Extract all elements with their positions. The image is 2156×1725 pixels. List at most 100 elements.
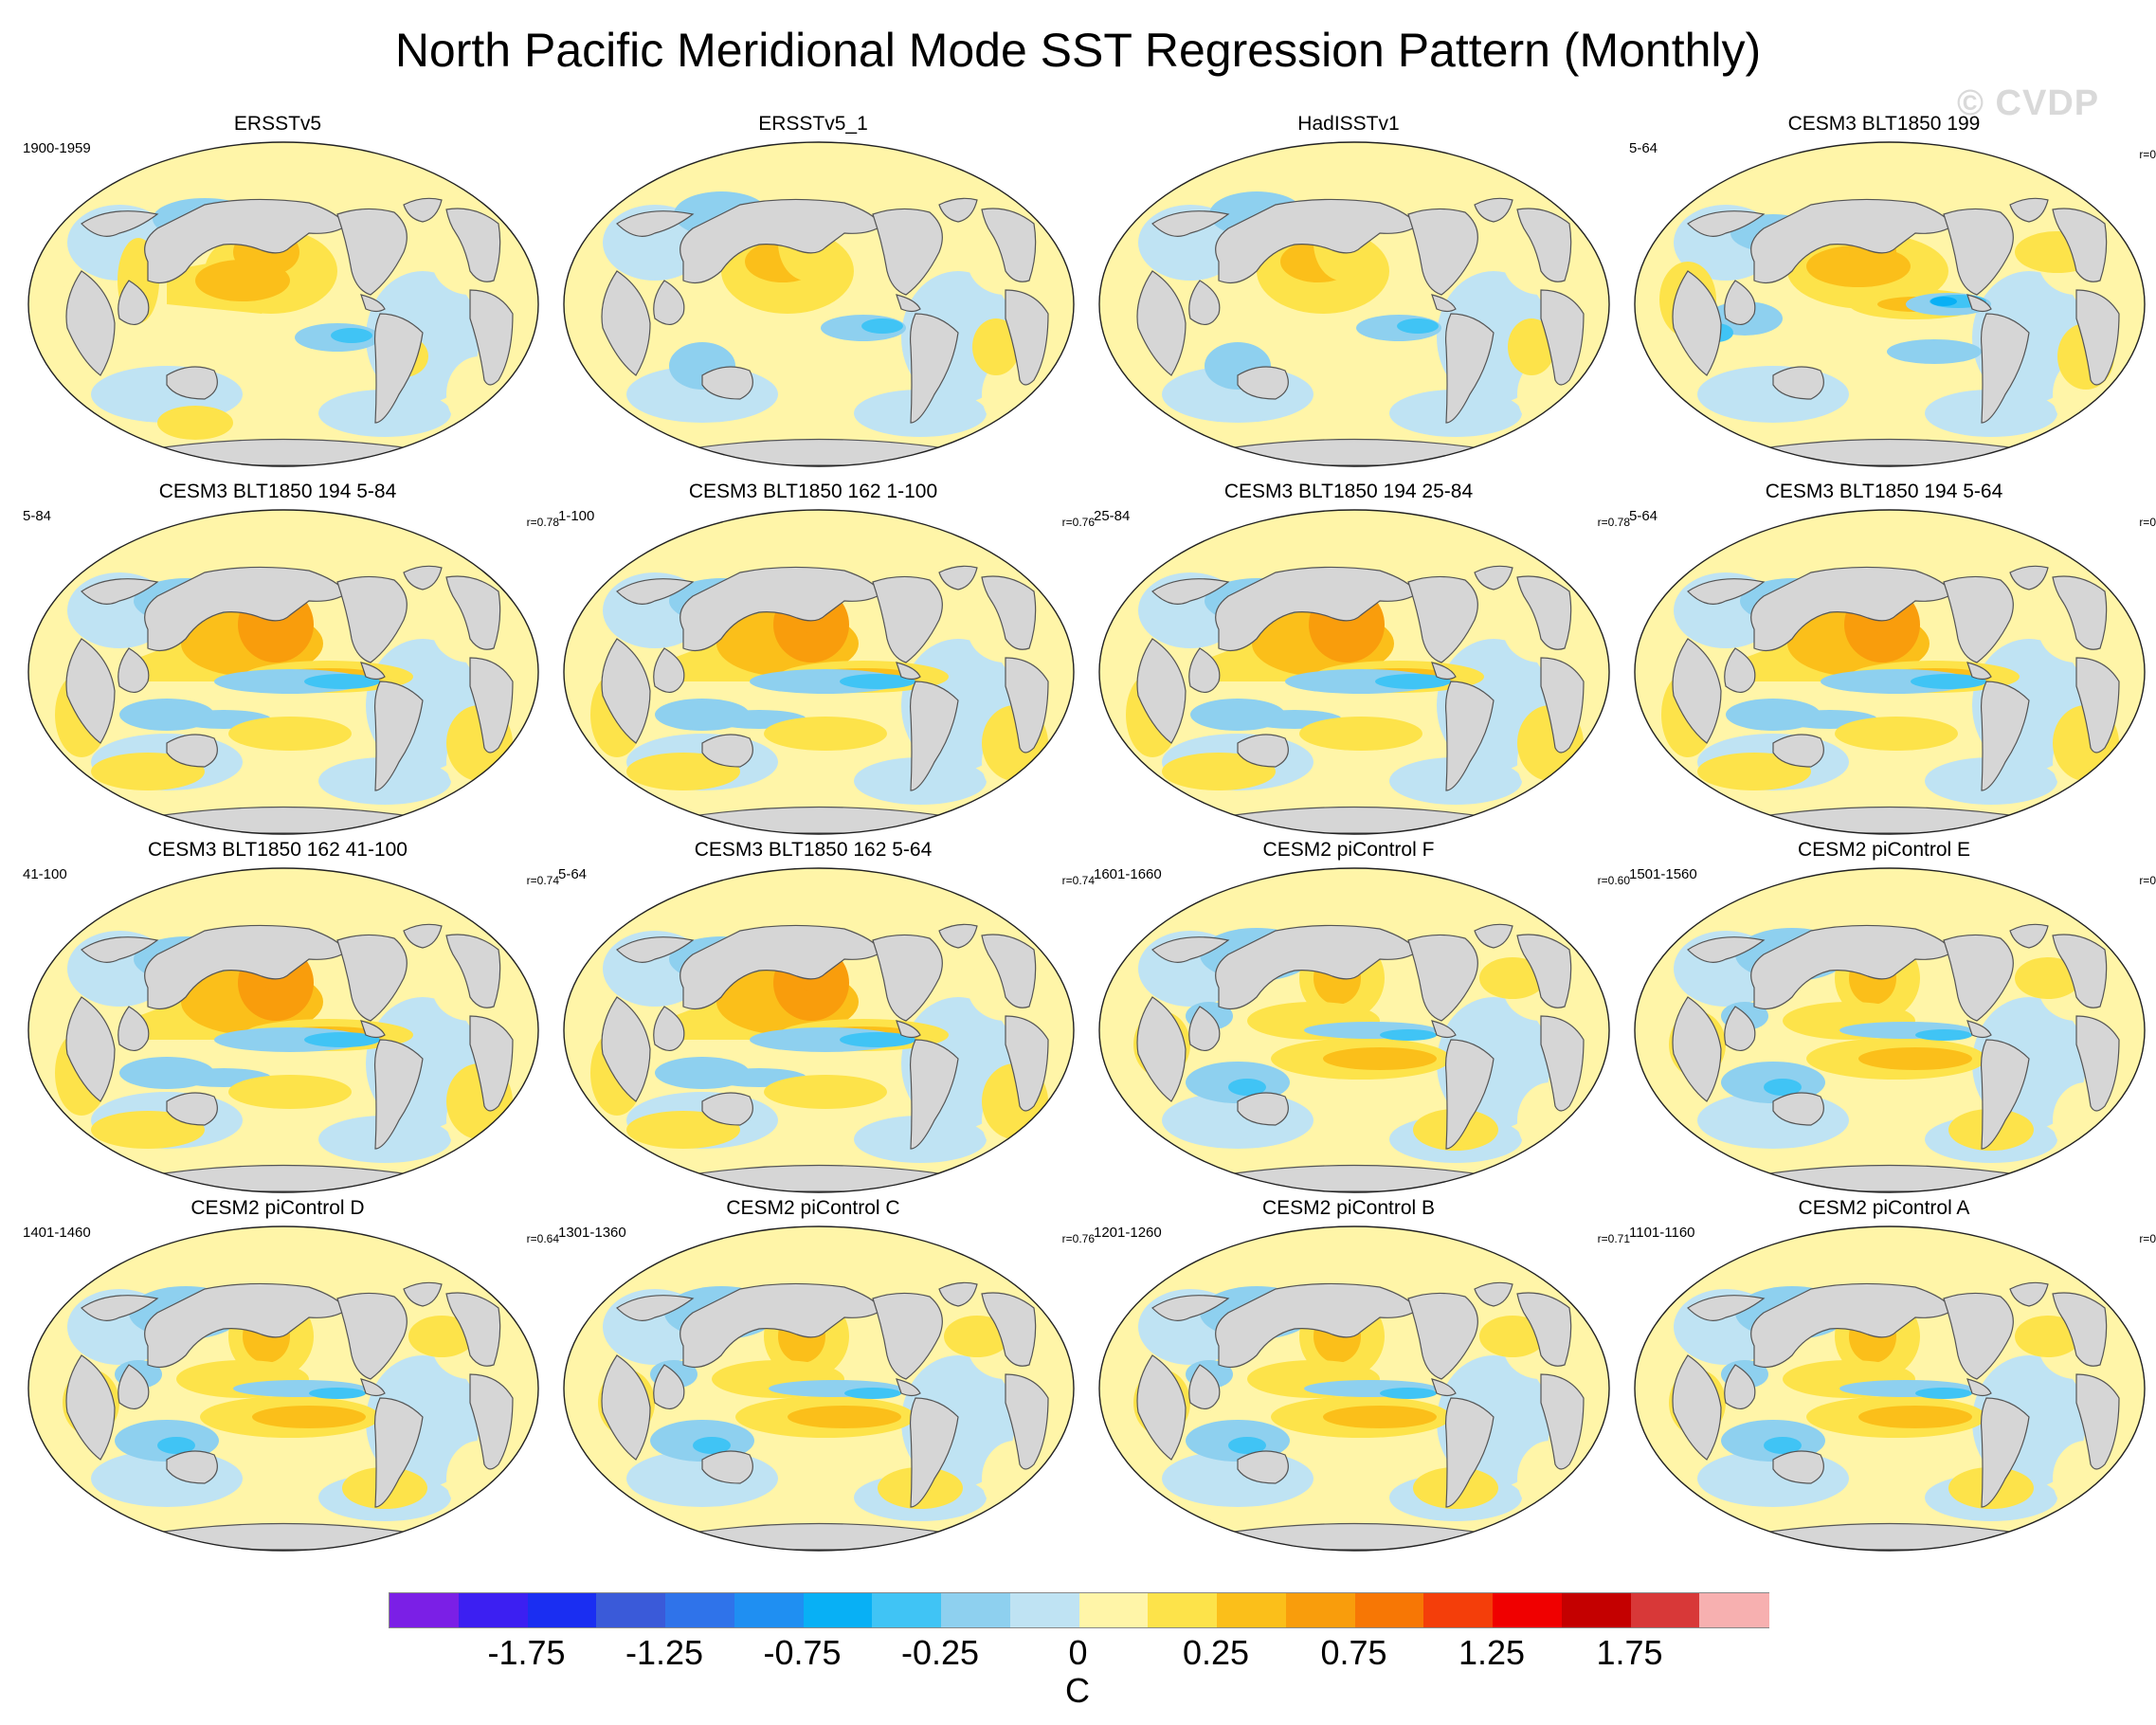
panel-correlation: r=0.64	[526, 1232, 559, 1245]
sst-regression-map	[1098, 867, 1610, 1193]
map-panel: CESM2 piControl E 1501-1560 r=0.6	[1616, 838, 2156, 1198]
colorbar-tick: -0.75	[763, 1633, 842, 1672]
colorbar: -1.75 -1.25 -0.75 -0.25 0 0.25 0.75 1.25 1.75 C	[389, 1592, 1769, 1725]
panel-period: 5-84	[23, 508, 52, 524]
panel-title: CESM3 BLT1850 199	[1787, 113, 1981, 135]
colorbar-box	[1354, 1593, 1424, 1627]
colorbar-unit-label: C	[1065, 1671, 1090, 1710]
panel-correlation: r=0.7	[2139, 148, 2156, 161]
panel-correlation: r=0.71	[1597, 1232, 1630, 1245]
sst-regression-map	[1098, 141, 1610, 467]
watermark: © CVDP	[1957, 83, 2100, 123]
colorbar-tick: -1.75	[487, 1633, 566, 1672]
panel-correlation: r=0.74	[526, 874, 559, 887]
map-panel: CESM3 BLT1850 194 25-84 25-84 r=0.78	[1080, 480, 1630, 840]
land-mask	[65, 1281, 514, 1551]
map-panel: CESM2 piControl C 1301-1360 r=0.76	[545, 1196, 1095, 1556]
sst-regression-map	[563, 1226, 1075, 1552]
map-panel: CESM2 piControl D 1401-1460 r=0.64	[9, 1196, 559, 1556]
colorbar-tick: 0	[1068, 1633, 1088, 1672]
map-panel: CESM2 piControl A 1101-1160 r=0.6	[1616, 1196, 2156, 1556]
map-panel: CESM3 BLT1850 194 5-84 5-84 r=0.78	[9, 480, 559, 840]
colorbar-box	[872, 1593, 942, 1627]
land-mask	[601, 197, 1049, 466]
panel-period: 1601-1660	[1094, 866, 1162, 882]
panel-title: CESM2 piControl A	[1798, 1197, 1970, 1219]
sst-regression-map	[563, 141, 1075, 467]
map-panel: CESM3 BLT1850 194 5-64 5-64 r=0.7	[1616, 480, 2156, 840]
panel-title: ERSSTv5_1	[758, 113, 868, 135]
sst-regression-map	[563, 509, 1075, 835]
panel-period: 1-100	[558, 508, 595, 524]
sst-regression-map	[1098, 1226, 1610, 1552]
map-panel: ERSSTv5_1	[545, 112, 1081, 472]
colorbar-box	[803, 1593, 873, 1627]
panel-period: 1401-1460	[23, 1225, 91, 1241]
colorbar-tick: 1.75	[1596, 1633, 1663, 1672]
panel-correlation: r=0.76	[1061, 1232, 1095, 1245]
land-mask	[65, 565, 514, 834]
colorbar-tick: 1.25	[1458, 1633, 1526, 1672]
colorbar-box	[458, 1593, 528, 1627]
colorbar-box	[527, 1593, 597, 1627]
sst-regression-map	[563, 867, 1075, 1193]
sst-regression-map	[27, 867, 539, 1193]
panel-correlation: r=0.60	[1597, 874, 1630, 887]
sst-regression-map	[1634, 1226, 2146, 1552]
sst-regression-map	[27, 509, 539, 835]
page-title: North Pacific Meridional Mode SST Regres…	[394, 24, 1762, 77]
panel-title: CESM3 BLT1850 194 5-84	[158, 481, 397, 502]
sst-regression-map	[1098, 509, 1610, 835]
land-mask	[1672, 1281, 2120, 1551]
panel-title: CESM3 BLT1850 194 5-64	[1765, 481, 2003, 502]
colorbar-boxes	[389, 1592, 1769, 1628]
map-panel-grid: ERSSTv5 1900-1959 ERSSTv5_1 HadISSTv1 CESM3 …	[9, 112, 2156, 1556]
panel-period: 1201-1260	[1094, 1225, 1162, 1241]
land-mask	[1136, 1281, 1585, 1551]
panel-correlation: r=0.6	[2139, 1232, 2156, 1245]
panel-period: 41-100	[23, 866, 67, 882]
map-panel: HadISSTv1	[1080, 112, 1617, 472]
sst-regression-map	[1634, 509, 2146, 835]
panel-period: 25-84	[1094, 508, 1131, 524]
colorbar-box	[1493, 1593, 1563, 1627]
panel-title: CESM2 piControl D	[190, 1197, 365, 1219]
panel-period: 1501-1560	[1629, 866, 1697, 882]
sst-regression-map	[27, 141, 539, 467]
panel-correlation: r=0.7	[2139, 516, 2156, 529]
panel-period: 1301-1360	[558, 1225, 626, 1241]
panel-title: CESM3 BLT1850 162 1-100	[688, 481, 938, 502]
colorbar-box	[1078, 1593, 1149, 1627]
panel-correlation: r=0.6	[2139, 874, 2156, 887]
land-mask	[1672, 565, 2120, 834]
colorbar-tick: 0.25	[1182, 1633, 1250, 1672]
colorbar-box	[941, 1593, 1011, 1627]
colorbar-box	[1148, 1593, 1218, 1627]
panel-correlation: r=0.78	[526, 516, 559, 529]
colorbar-box	[734, 1593, 804, 1627]
panel-period: 5-64	[558, 866, 588, 882]
panel-title: CESM3 BLT1850 162 5-64	[694, 839, 933, 861]
colorbar-tick: -0.25	[900, 1633, 980, 1672]
land-mask	[65, 923, 514, 1192]
map-panel: CESM2 piControl B 1201-1260 r=0.71	[1080, 1196, 1630, 1556]
colorbar-box	[1009, 1593, 1079, 1627]
colorbar-box	[1630, 1593, 1700, 1627]
panel-title: CESM2 piControl B	[1261, 1197, 1436, 1219]
panel-period: 1900-1959	[23, 140, 91, 156]
map-panel: CESM3 BLT1850 199 5-64 r=0.7	[1616, 112, 2156, 472]
map-panel: CESM3 BLT1850 162 1-100 1-100 r=0.76	[545, 480, 1095, 840]
map-panel: CESM3 BLT1850 162 41-100 41-100 r=0.74	[9, 838, 559, 1198]
colorbar-box	[1285, 1593, 1355, 1627]
panel-period: 5-64	[1629, 140, 1658, 156]
colorbar-box	[1217, 1593, 1287, 1627]
land-mask	[1136, 923, 1585, 1192]
land-mask	[601, 923, 1049, 1192]
map-panel: CESM3 BLT1850 162 5-64 5-64 r=0.74	[545, 838, 1095, 1198]
panel-period: 5-64	[1629, 508, 1658, 524]
sst-regression-map	[1634, 867, 2146, 1193]
panel-title: CESM2 piControl F	[1262, 839, 1435, 861]
panel-correlation: r=0.76	[1061, 516, 1095, 529]
panel-title: ERSSTv5	[233, 113, 322, 135]
colorbar-box	[1423, 1593, 1494, 1627]
